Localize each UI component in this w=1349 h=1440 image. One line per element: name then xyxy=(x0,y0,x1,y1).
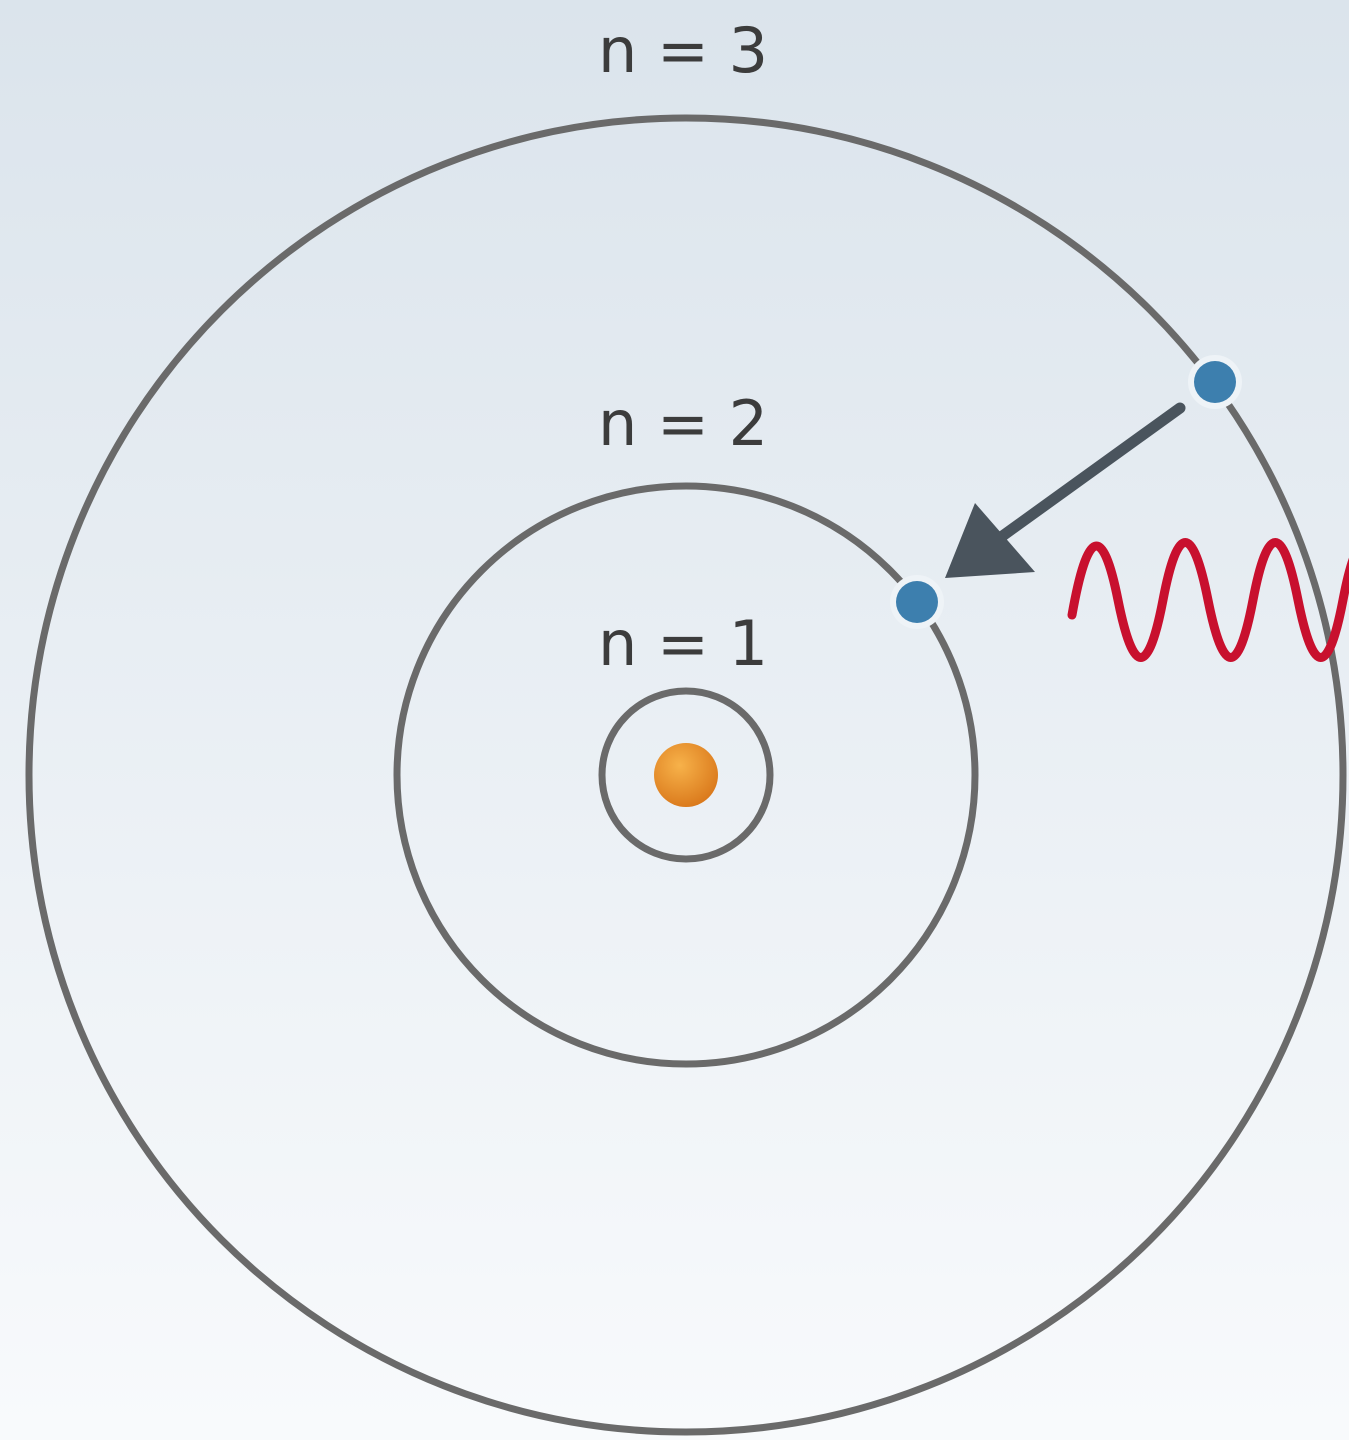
photon-wave xyxy=(1067,538,1349,662)
nucleus xyxy=(654,743,718,807)
transition-arrow xyxy=(984,402,1186,551)
electron xyxy=(1194,361,1236,403)
arrow-head xyxy=(945,503,1035,578)
orbit-label: n = 3 xyxy=(598,14,768,87)
orbit-3 xyxy=(25,114,1347,1436)
orbit-2 xyxy=(393,482,979,1068)
orbit-label: n = 1 xyxy=(598,607,768,680)
electron xyxy=(896,581,938,623)
orbit-label: n = 2 xyxy=(598,387,768,460)
orbit-1 xyxy=(598,687,774,863)
